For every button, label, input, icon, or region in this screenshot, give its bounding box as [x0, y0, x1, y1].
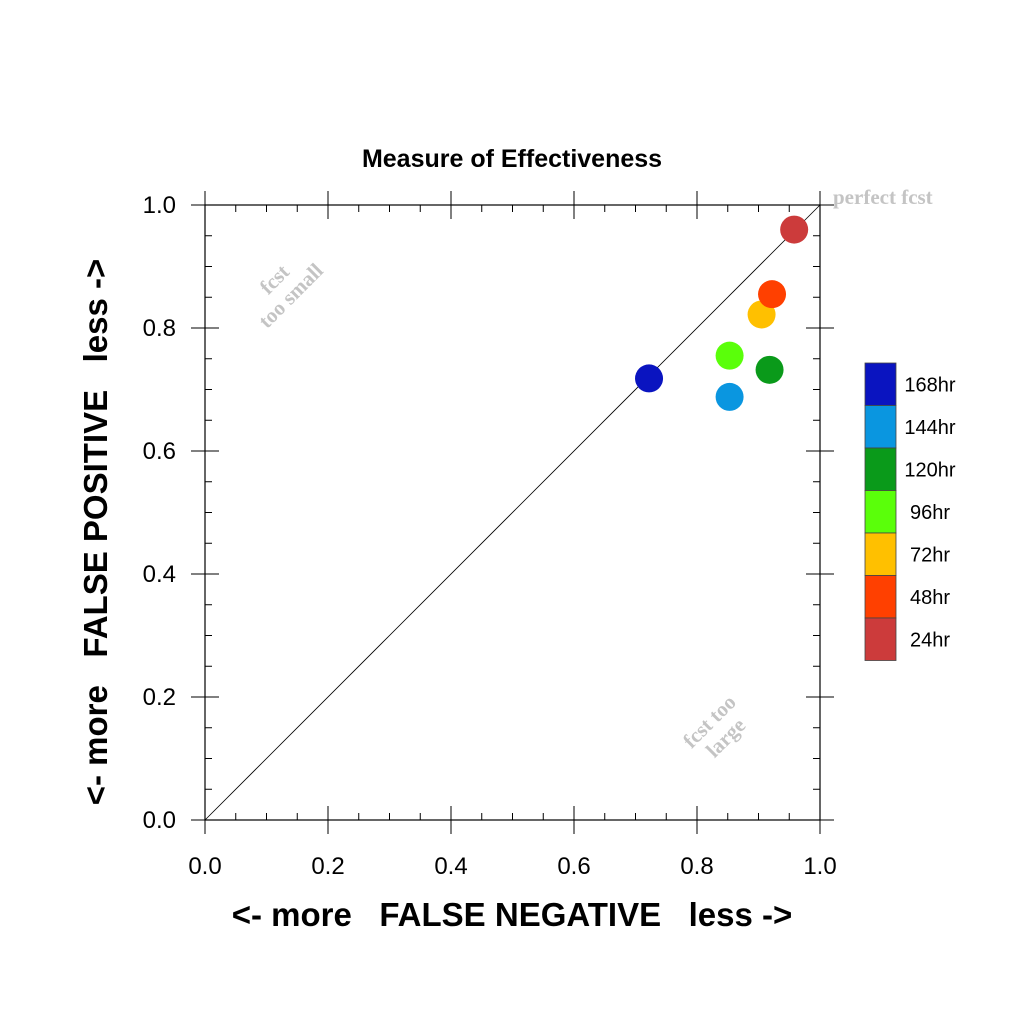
legend-swatch-96hr — [864, 490, 897, 534]
x-tick-label: 0.4 — [434, 853, 467, 880]
annotation-too-large: fcst too large — [678, 690, 750, 762]
point-48hr — [758, 280, 787, 309]
point-168hr — [635, 364, 664, 393]
y-tick-labels: 0.0 0.2 0.4 0.6 0.8 1.0 — [143, 192, 176, 834]
legend-swatch-120hr — [864, 447, 897, 491]
x-tick-label: 0.0 — [188, 853, 221, 880]
legend: 168hr 144hr 120hr 96hr 72hr 48hr 24hr — [864, 362, 956, 661]
diagonal-line — [204, 204, 821, 821]
legend-swatch-72hr — [864, 532, 897, 576]
annotation-too-small: fcst too small — [254, 258, 328, 332]
point-144hr — [715, 382, 744, 411]
x-tick-label: 1.0 — [803, 853, 836, 880]
x-tick-label: 0.2 — [311, 853, 344, 880]
legend-label-120hr: 120hr — [904, 459, 955, 481]
legend-label-168hr: 168hr — [904, 374, 955, 396]
y-tick-label: 0.2 — [143, 684, 176, 711]
annotation-perfect-fcst: perfect fcst — [833, 185, 933, 209]
data-points — [635, 215, 809, 411]
x-tick-label: 0.6 — [557, 853, 590, 880]
y-tick-label: 0.8 — [143, 315, 176, 342]
point-96hr — [715, 341, 744, 370]
y-tick-label: 0.0 — [143, 807, 176, 834]
chart-title: Measure of Effectiveness — [362, 145, 662, 173]
y-tick-label: 0.6 — [143, 438, 176, 465]
y-axis-label: <- more FALSE POSITIVE less -> — [77, 259, 114, 806]
legend-swatch-144hr — [864, 405, 897, 449]
legend-swatch-168hr — [864, 362, 897, 406]
legend-label-144hr: 144hr — [904, 417, 955, 439]
legend-label-48hr: 48hr — [910, 587, 950, 609]
point-120hr — [755, 355, 784, 384]
legend-swatch-24hr — [864, 617, 897, 661]
x-tick-label: 0.8 — [680, 853, 713, 880]
x-axis-label: <- more FALSE NEGATIVE less -> — [232, 896, 793, 933]
annotation-too-small-line2: too small — [254, 258, 328, 332]
legend-label-72hr: 72hr — [910, 544, 950, 566]
tick-marks — [191, 191, 834, 834]
y-tick-label: 0.4 — [143, 561, 176, 588]
y-tick-label: 1.0 — [143, 192, 176, 219]
legend-label-96hr: 96hr — [910, 502, 950, 524]
legend-swatch-48hr — [864, 575, 897, 619]
x-tick-labels: 0.0 0.2 0.4 0.6 0.8 1.0 — [188, 853, 836, 880]
legend-label-24hr: 24hr — [910, 629, 950, 651]
point-24hr — [780, 215, 809, 244]
